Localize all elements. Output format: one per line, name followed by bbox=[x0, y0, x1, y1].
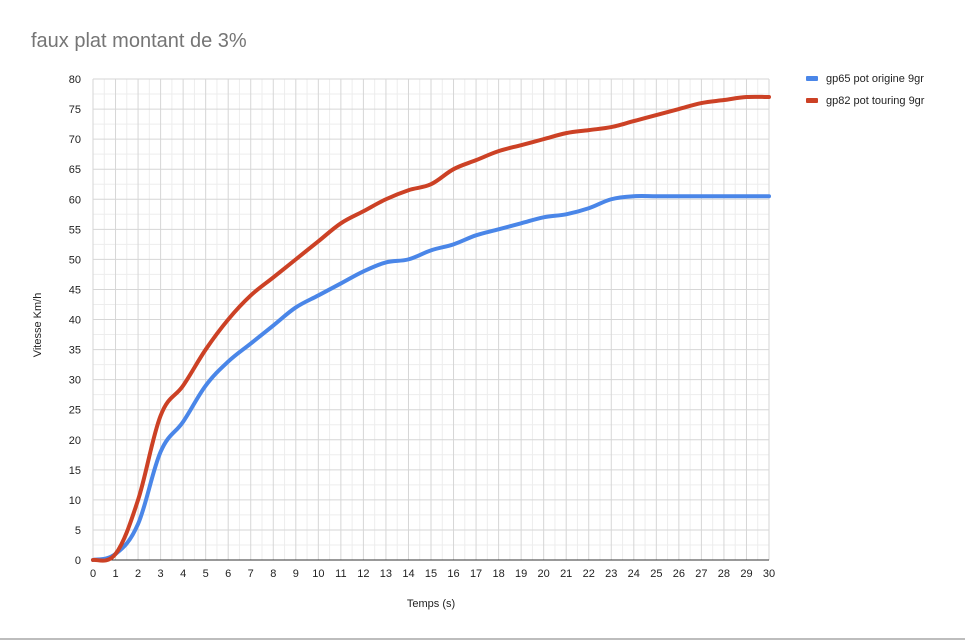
x-tick-label: 11 bbox=[335, 568, 346, 580]
x-tick-label: 10 bbox=[312, 568, 324, 580]
x-tick-label: 14 bbox=[402, 568, 414, 580]
x-tick-label: 7 bbox=[248, 568, 254, 580]
y-tick-label: 20 bbox=[69, 435, 81, 447]
y-tick-label: 30 bbox=[69, 375, 81, 387]
x-axis-title: Temps (s) bbox=[407, 598, 455, 610]
x-tick-label: 20 bbox=[538, 568, 550, 580]
x-tick-label: 25 bbox=[650, 568, 662, 580]
x-tick-label: 19 bbox=[515, 568, 527, 580]
x-tick-label: 28 bbox=[718, 568, 730, 580]
x-tick-label: 9 bbox=[293, 568, 299, 580]
x-tick-label: 8 bbox=[270, 568, 276, 580]
legend-swatch-1 bbox=[806, 76, 818, 81]
x-tick-label: 0 bbox=[90, 568, 96, 580]
x-tick-label: 21 bbox=[560, 568, 572, 580]
x-tick-label: 26 bbox=[673, 568, 685, 580]
y-tick-label: 35 bbox=[69, 345, 81, 357]
x-tick-label: 22 bbox=[583, 568, 595, 580]
y-tick-label: 15 bbox=[69, 465, 81, 477]
x-tick-label: 23 bbox=[605, 568, 617, 580]
x-tick-label: 13 bbox=[380, 568, 392, 580]
x-tick-label: 1 bbox=[112, 568, 118, 580]
axes: 0 1 2 3 4 5 6 7 8 9 10 11 12 13 14 15 16 17 18 19 20 21 22 23 24… bbox=[69, 74, 775, 580]
y-tick-label: 45 bbox=[69, 284, 81, 296]
y-tick-label: 50 bbox=[69, 254, 81, 266]
legend: gp65 pot origine 9gr gp82 pot touring 9gr bbox=[806, 73, 925, 107]
x-tick-label: 27 bbox=[695, 568, 707, 580]
chart-title: faux plat montant de 3% bbox=[31, 30, 247, 52]
x-tick-label: 12 bbox=[357, 568, 369, 580]
y-tick-label: 10 bbox=[69, 495, 81, 507]
x-tick-label: 24 bbox=[628, 568, 640, 580]
legend-label-2: gp82 pot touring 9gr bbox=[826, 95, 925, 107]
y-tick-label: 65 bbox=[69, 164, 81, 176]
x-tick-label: 5 bbox=[203, 568, 209, 580]
x-tick-label: 16 bbox=[447, 568, 459, 580]
y-tick-label: 70 bbox=[69, 134, 81, 146]
y-tick-label: 5 bbox=[75, 525, 81, 537]
y-tick-label: 80 bbox=[69, 74, 81, 86]
y-tick-label: 40 bbox=[69, 315, 81, 327]
y-tick-label: 60 bbox=[69, 194, 81, 206]
x-tick-label: 30 bbox=[763, 568, 775, 580]
x-tick-label: 6 bbox=[225, 568, 231, 580]
x-tick-label: 4 bbox=[180, 568, 186, 580]
legend-label-1: gp65 pot origine 9gr bbox=[826, 73, 924, 85]
x-tick-label: 15 bbox=[425, 568, 437, 580]
legend-swatch-2 bbox=[806, 98, 818, 103]
y-tick-label: 75 bbox=[69, 104, 81, 116]
series-lines bbox=[91, 94, 771, 563]
series-line-1 bbox=[91, 194, 771, 562]
bottom-divider bbox=[0, 638, 965, 640]
x-tick-label: 3 bbox=[158, 568, 164, 580]
y-tick-label: 55 bbox=[69, 224, 81, 236]
x-tick-label: 29 bbox=[740, 568, 752, 580]
series-line-2 bbox=[91, 94, 771, 563]
y-tick-label: 25 bbox=[69, 405, 81, 417]
y-tick-label: 0 bbox=[75, 555, 81, 567]
x-tick-label: 2 bbox=[135, 568, 141, 580]
y-axis-title: Vitesse Km/h bbox=[32, 293, 44, 358]
x-tick-label: 17 bbox=[470, 568, 482, 580]
grid bbox=[92, 78, 770, 561]
x-tick-label: 18 bbox=[492, 568, 504, 580]
